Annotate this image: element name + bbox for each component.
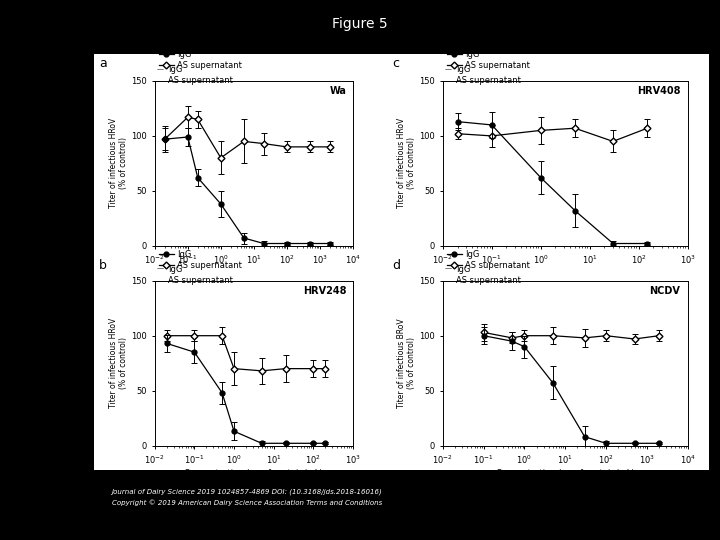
Legend: IgG, AS supernatant: IgG, AS supernatant xyxy=(159,250,242,270)
Text: d: d xyxy=(392,259,400,272)
Text: IgG: IgG xyxy=(456,265,470,274)
Text: —: — xyxy=(156,66,163,72)
Text: a: a xyxy=(99,57,107,70)
Text: Journal of Dairy Science 2019 1024857-4869 DOI: (10.3168/jds.2018-16016): Journal of Dairy Science 2019 1024857-48… xyxy=(112,489,382,495)
Text: 🌳: 🌳 xyxy=(56,512,63,522)
Text: IgG: IgG xyxy=(168,265,182,274)
Text: HRV408: HRV408 xyxy=(636,86,680,96)
Y-axis label: Titer of infectious HRoV
(% of control): Titer of infectious HRoV (% of control) xyxy=(109,118,128,208)
Text: AS supernatant: AS supernatant xyxy=(456,76,521,85)
Text: —: — xyxy=(444,66,451,72)
Text: c: c xyxy=(392,57,400,70)
Text: ELSEVIER: ELSEVIER xyxy=(41,495,78,501)
Text: b: b xyxy=(99,259,107,272)
Text: NCDV: NCDV xyxy=(649,286,680,296)
Text: AS supernatant: AS supernatant xyxy=(168,76,233,85)
X-axis label: Concentration (µg of protein/mL): Concentration (µg of protein/mL) xyxy=(496,469,634,478)
Text: AS supernatant: AS supernatant xyxy=(456,275,521,285)
Text: Figure 5: Figure 5 xyxy=(332,17,388,31)
Legend: IgG, AS supernatant: IgG, AS supernatant xyxy=(159,50,242,70)
Text: —: — xyxy=(156,266,163,272)
Y-axis label: Titer of infectious BRoV
(% of control): Titer of infectious BRoV (% of control) xyxy=(397,319,416,408)
Text: Copyright © 2019 American Dairy Science Association Terms and Conditions: Copyright © 2019 American Dairy Science … xyxy=(112,500,382,506)
Text: Wa: Wa xyxy=(330,86,347,96)
Y-axis label: Titer of infectious HRoV
(% of control): Titer of infectious HRoV (% of control) xyxy=(109,318,128,408)
Y-axis label: Titer of infectious HRoV
(% of control): Titer of infectious HRoV (% of control) xyxy=(397,118,416,208)
Text: HRV248: HRV248 xyxy=(303,286,347,296)
X-axis label: Concentration (µg of protein/mL): Concentration (µg of protein/mL) xyxy=(184,469,323,478)
Text: AS supernatant: AS supernatant xyxy=(168,275,233,285)
Text: IgG: IgG xyxy=(168,65,182,74)
Legend: IgG, AS supernatant: IgG, AS supernatant xyxy=(447,50,530,70)
Legend: IgG, AS supernatant: IgG, AS supernatant xyxy=(447,250,530,270)
Text: IgG: IgG xyxy=(456,65,470,74)
Text: —: — xyxy=(444,266,451,272)
